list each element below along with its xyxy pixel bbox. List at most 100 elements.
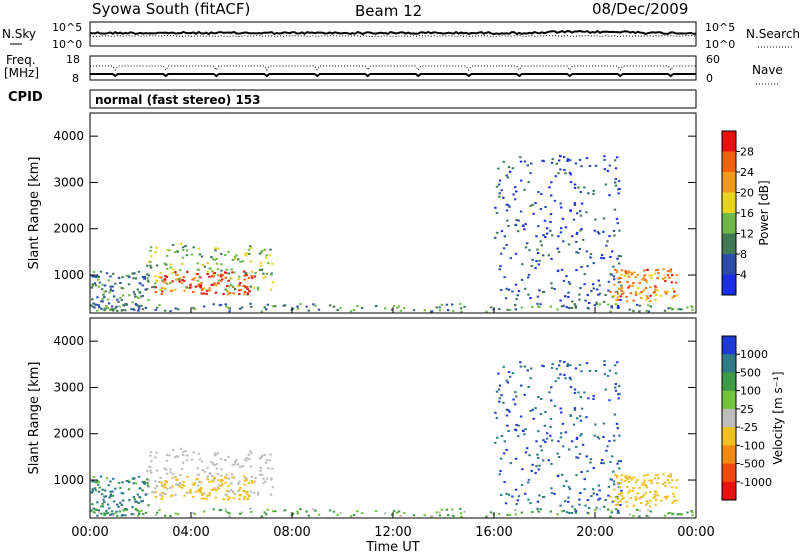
power-cell	[671, 296, 674, 299]
velocity-cell	[618, 467, 621, 470]
velocity-cell	[221, 479, 224, 482]
velocity-cell	[228, 497, 232, 500]
power-cell	[503, 235, 506, 238]
power-cell	[560, 227, 563, 230]
velocity-cell	[508, 410, 511, 413]
power-cell	[653, 290, 656, 293]
power-cell	[585, 211, 588, 214]
power-cell	[664, 276, 667, 279]
velocity-cell	[549, 510, 552, 513]
power-cell	[260, 310, 263, 313]
velocity-cell	[615, 422, 619, 425]
velocity-cell	[502, 452, 506, 455]
velocity-cell	[575, 436, 579, 439]
velocity-cell	[541, 364, 544, 367]
power-cell	[538, 259, 541, 262]
velocity-cell	[669, 473, 673, 476]
power-cell	[590, 290, 593, 293]
velocity-cell	[615, 476, 619, 479]
power-cell	[609, 290, 612, 293]
velocity-cell	[114, 512, 117, 515]
power-cell	[93, 306, 96, 309]
power-cell	[674, 281, 678, 284]
power-cell	[557, 269, 560, 272]
velocity-cell	[260, 473, 264, 476]
power-cell	[283, 304, 287, 307]
velocity-cell	[445, 508, 449, 511]
velocity-cell	[579, 415, 582, 418]
velocity-cell	[213, 487, 216, 490]
power-cell	[201, 287, 205, 290]
power-cell	[610, 306, 613, 309]
velocity-cell	[146, 478, 149, 481]
velocity-cell	[607, 508, 610, 511]
cpid-label: CPID	[8, 90, 43, 105]
velocity-cell	[178, 483, 181, 486]
power-cell	[220, 253, 223, 255]
power-cell	[384, 307, 387, 310]
velocity-cell	[197, 452, 201, 455]
velocity-cell	[203, 492, 206, 495]
power-cell	[540, 244, 543, 247]
power-cell	[268, 254, 271, 257]
velocity-cell	[520, 511, 524, 514]
velocity-cell	[573, 407, 577, 410]
power-cell	[691, 309, 694, 312]
velocity-cell	[90, 509, 93, 512]
power-cell	[234, 256, 237, 258]
velocity-cell	[505, 408, 508, 411]
velocity-cell	[631, 489, 635, 492]
velocity-cell	[152, 490, 156, 493]
velocity-cell	[517, 495, 521, 498]
power-cell	[506, 308, 509, 311]
nave-tick-bottom: 0	[706, 72, 713, 85]
power-cell	[164, 275, 167, 278]
power-cell	[91, 275, 94, 278]
velocity-cell	[593, 434, 596, 437]
power-cell	[648, 300, 652, 303]
power-cell	[305, 305, 308, 308]
velocity-cell	[628, 476, 632, 479]
velocity-cell	[160, 492, 164, 495]
velocity-cell	[356, 510, 359, 513]
power-cell	[598, 284, 601, 287]
velocity-cell	[550, 462, 553, 465]
power-cell	[131, 301, 134, 304]
power-cell	[154, 282, 157, 285]
velocity-cell	[519, 365, 523, 368]
velocity-cell	[575, 456, 578, 459]
velocity-cell	[122, 492, 125, 495]
velocity-cell	[225, 493, 228, 496]
velocity-cell	[604, 388, 608, 391]
power-cell	[613, 283, 616, 286]
velocity-cell	[282, 509, 285, 512]
power-cell	[505, 203, 508, 206]
velocity-cell	[174, 476, 177, 479]
velocity-cell	[578, 452, 582, 455]
power-cell	[540, 193, 543, 195]
power-cell	[616, 276, 619, 279]
velocity-cell	[179, 474, 182, 477]
power-cell	[141, 308, 145, 311]
velocity-cell	[573, 508, 576, 511]
velocity-cell	[140, 500, 143, 503]
power-cell	[514, 304, 517, 306]
power-cell	[260, 268, 264, 271]
velocity-cell	[664, 485, 667, 488]
velocity-cell	[556, 513, 559, 516]
velocity-cell	[638, 515, 641, 518]
velocity-cell	[557, 364, 561, 367]
power-cell	[549, 221, 552, 223]
x-axis: 00:00 04:00 08:00 12:00 16:00 20:00 00:00	[71, 307, 715, 540]
velocity-cell	[190, 458, 194, 461]
velocity-cell	[585, 416, 588, 419]
velocity-cell	[614, 383, 617, 385]
power-cell	[226, 290, 229, 293]
velocity-cell	[185, 459, 189, 462]
velocity-cell	[247, 481, 251, 484]
velocity-cell	[96, 514, 99, 517]
velocity-cell	[224, 459, 227, 461]
velocity-cell	[537, 430, 540, 433]
power-cell	[529, 297, 532, 300]
